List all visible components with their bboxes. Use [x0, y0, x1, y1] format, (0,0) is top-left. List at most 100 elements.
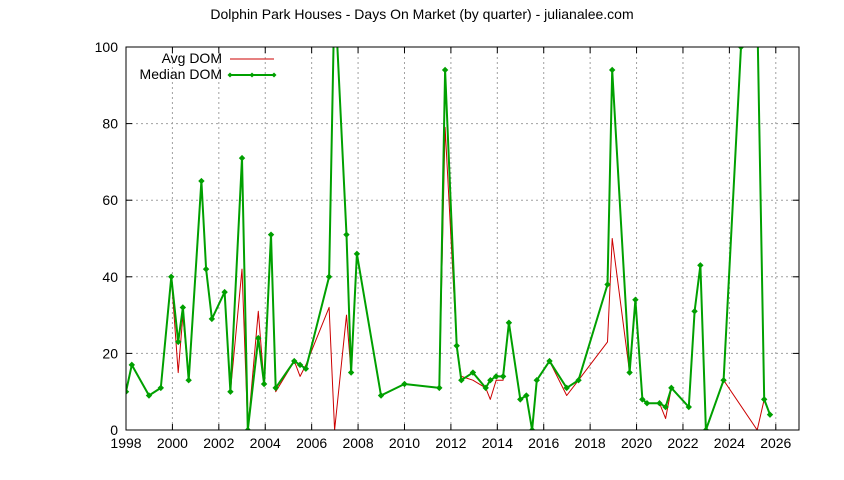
median-point — [325, 273, 333, 281]
median-point — [604, 281, 611, 288]
x-tick-label: 2000 — [157, 435, 188, 451]
x-tick-label: 2020 — [621, 435, 652, 451]
x-tick-label: 2012 — [435, 435, 466, 451]
x-tick-label: 2018 — [575, 435, 606, 451]
median-point — [260, 380, 268, 388]
median-point — [656, 399, 663, 407]
median-point — [668, 384, 675, 392]
median-point — [128, 361, 136, 369]
median-point — [436, 384, 443, 392]
median-point — [702, 426, 710, 430]
legend-label-avg: Avg DOM — [162, 50, 222, 66]
y-tick-label: 100 — [95, 39, 119, 55]
median-point — [202, 265, 210, 273]
median-point — [179, 304, 187, 311]
x-tick-label: 1998 — [110, 435, 141, 451]
median-point — [441, 66, 449, 74]
legend-marker — [227, 72, 233, 78]
median-point — [737, 47, 745, 51]
median-point — [639, 396, 646, 403]
median-point — [145, 392, 153, 399]
median-point — [766, 411, 774, 418]
median-point — [492, 373, 500, 380]
x-tick-label: 2016 — [528, 435, 559, 451]
legend-marker — [249, 72, 255, 78]
median-point — [347, 369, 355, 376]
median-point — [272, 384, 279, 392]
y-tick-labels: 0 20 40 60 80 100 — [95, 39, 119, 438]
x-tick-label: 2026 — [760, 435, 791, 451]
median-point — [691, 308, 698, 315]
median-point — [302, 365, 310, 372]
legend-marker — [271, 72, 277, 78]
median-point — [720, 377, 727, 384]
median-point — [377, 392, 385, 399]
median-point — [505, 319, 513, 326]
series-line-avg — [126, 126, 771, 430]
median-point — [499, 373, 507, 380]
x-tick-label: 2024 — [714, 435, 745, 451]
plot-border — [125, 46, 800, 431]
x-tick-label: 2010 — [389, 435, 420, 451]
median-point — [528, 426, 536, 430]
median-point — [575, 377, 582, 384]
median-point — [267, 231, 275, 238]
median-point — [643, 399, 651, 407]
median-point — [632, 296, 639, 303]
x-tick-label: 2014 — [482, 435, 513, 451]
median-point — [760, 396, 768, 403]
x-tick-label: 2002 — [203, 435, 234, 451]
median-point — [453, 342, 460, 349]
median-point — [697, 262, 704, 269]
median-point — [517, 396, 524, 403]
x-tick-label: 2022 — [667, 435, 698, 451]
median-point — [255, 334, 262, 342]
y-tick-label: 80 — [102, 116, 118, 132]
y-tick-label: 20 — [102, 345, 118, 361]
y-tick-label: 60 — [102, 192, 118, 208]
median-point — [208, 315, 216, 323]
x-tick-label: 2004 — [250, 435, 281, 451]
median-point — [487, 377, 494, 384]
median-point — [168, 273, 175, 281]
y-tick-label: 40 — [102, 269, 118, 285]
median-point — [608, 66, 616, 74]
axis-ticks — [125, 46, 799, 431]
median-point — [469, 369, 477, 376]
series-layer — [126, 6, 774, 430]
median-point — [755, 6, 760, 11]
median-point — [198, 177, 205, 185]
median-point — [126, 388, 130, 395]
median-point — [685, 403, 692, 411]
median-point — [221, 288, 228, 296]
median-point — [238, 154, 246, 162]
median-point — [227, 388, 234, 395]
median-point — [563, 384, 570, 392]
chart-title: Dolphin Park Houses - Days On Market (by… — [210, 6, 633, 22]
median-point — [296, 361, 304, 369]
median-point — [662, 403, 669, 411]
median-point — [458, 377, 465, 384]
median-point — [175, 338, 182, 346]
x-tick-label: 2006 — [296, 435, 327, 451]
median-point — [157, 384, 165, 392]
x-tick-label: 2008 — [342, 435, 373, 451]
median-point — [482, 384, 489, 392]
median-point — [523, 392, 530, 399]
y-tick-label: 0 — [110, 422, 118, 438]
median-point — [353, 250, 361, 258]
legend-label-median: Median DOM — [140, 66, 222, 82]
median-point — [401, 380, 408, 388]
median-point — [291, 357, 298, 365]
median-point — [546, 357, 553, 365]
median-point — [185, 377, 192, 384]
x-tick-labels: 1998 2000 2002 2004 2006 2008 2010 2012 2014 2016… — [110, 435, 791, 451]
series-line-median — [126, 47, 771, 430]
legend: Avg DOM Median DOM — [140, 50, 277, 82]
legend-markers-median — [227, 72, 277, 78]
grid-lines — [125, 46, 799, 431]
median-point — [626, 369, 633, 376]
median-point — [244, 426, 252, 430]
median-point — [533, 377, 540, 384]
